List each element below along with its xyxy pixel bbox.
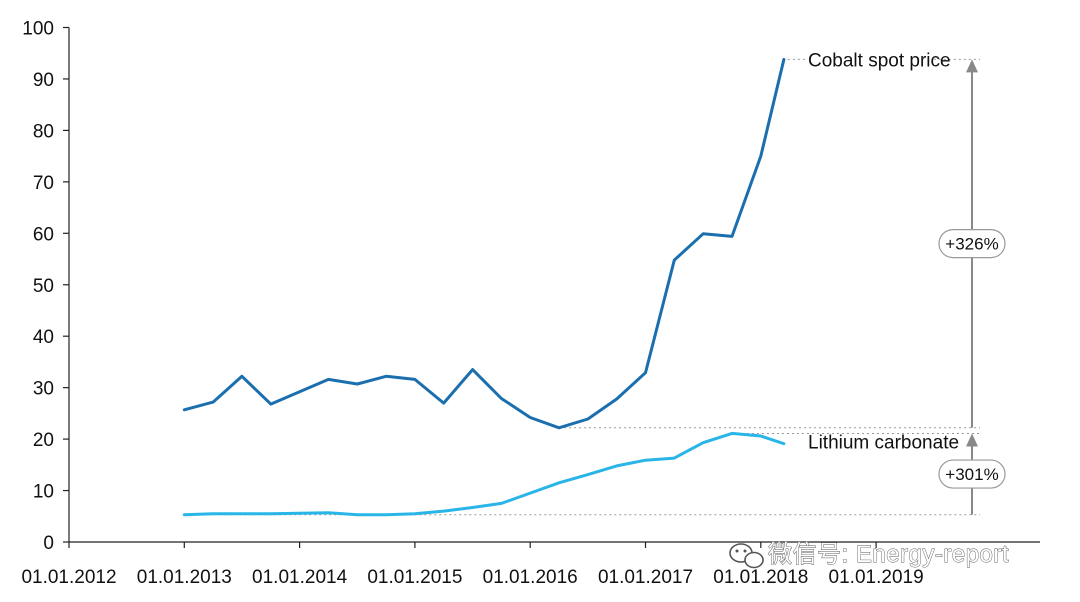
arrow-head-0 bbox=[966, 59, 978, 73]
x-tick-label: 01.01.2013 bbox=[137, 567, 232, 588]
x-tick-label: 01.01.2018 bbox=[713, 567, 808, 588]
change-label-1: +301% bbox=[945, 465, 998, 484]
y-tick-label: 50 bbox=[33, 276, 54, 297]
axes: 0 10 20 30 40 50 60 70 80 90 100 01.01.2012 01.01.20… bbox=[21, 19, 1040, 588]
change-annotations: +326% +301% bbox=[938, 59, 1006, 515]
x-tick-label: 01.01.2014 bbox=[252, 567, 348, 588]
watermark: 微信号: Energy-report bbox=[729, 541, 1009, 569]
x-tick-label: 01.01.2019 bbox=[829, 567, 924, 588]
y-tick-label: 80 bbox=[33, 121, 54, 142]
series-labels: Cobalt spot price Lithium carbonate bbox=[808, 50, 959, 453]
series-lines bbox=[182, 57, 786, 517]
x-tick-label: 01.01.2015 bbox=[367, 567, 462, 588]
watermark-text: 微信号: Energy-report bbox=[768, 541, 1009, 568]
y-tick-label: 70 bbox=[33, 173, 54, 194]
x-tick-label: 01.01.2012 bbox=[21, 567, 116, 588]
y-tick-label: 20 bbox=[33, 430, 54, 451]
y-tick-label: 40 bbox=[33, 327, 54, 348]
x-tick-label: 01.01.2017 bbox=[598, 567, 693, 588]
y-tick-label: 10 bbox=[33, 482, 54, 503]
series-label-cobalt: Cobalt spot price bbox=[808, 50, 951, 71]
y-tick-label: 60 bbox=[33, 224, 54, 245]
x-tick-label: 01.01.2016 bbox=[483, 567, 578, 588]
y-tick-label: 100 bbox=[22, 19, 54, 40]
y-tick-label: 30 bbox=[33, 379, 54, 400]
wechat-icon bbox=[729, 543, 764, 569]
series-line-0 bbox=[182, 57, 786, 430]
series-label-lithium: Lithium carbonate bbox=[808, 432, 959, 453]
y-tick-label: 90 bbox=[33, 70, 54, 91]
change-label-0: +326% bbox=[945, 235, 998, 254]
change-pill-1 bbox=[938, 459, 1006, 489]
change-pill-0 bbox=[938, 228, 1006, 259]
guide-lines bbox=[184, 58, 980, 516]
arrow-head-1 bbox=[966, 433, 978, 447]
y-tick-label: 0 bbox=[43, 533, 54, 554]
series-line-1 bbox=[182, 431, 786, 517]
